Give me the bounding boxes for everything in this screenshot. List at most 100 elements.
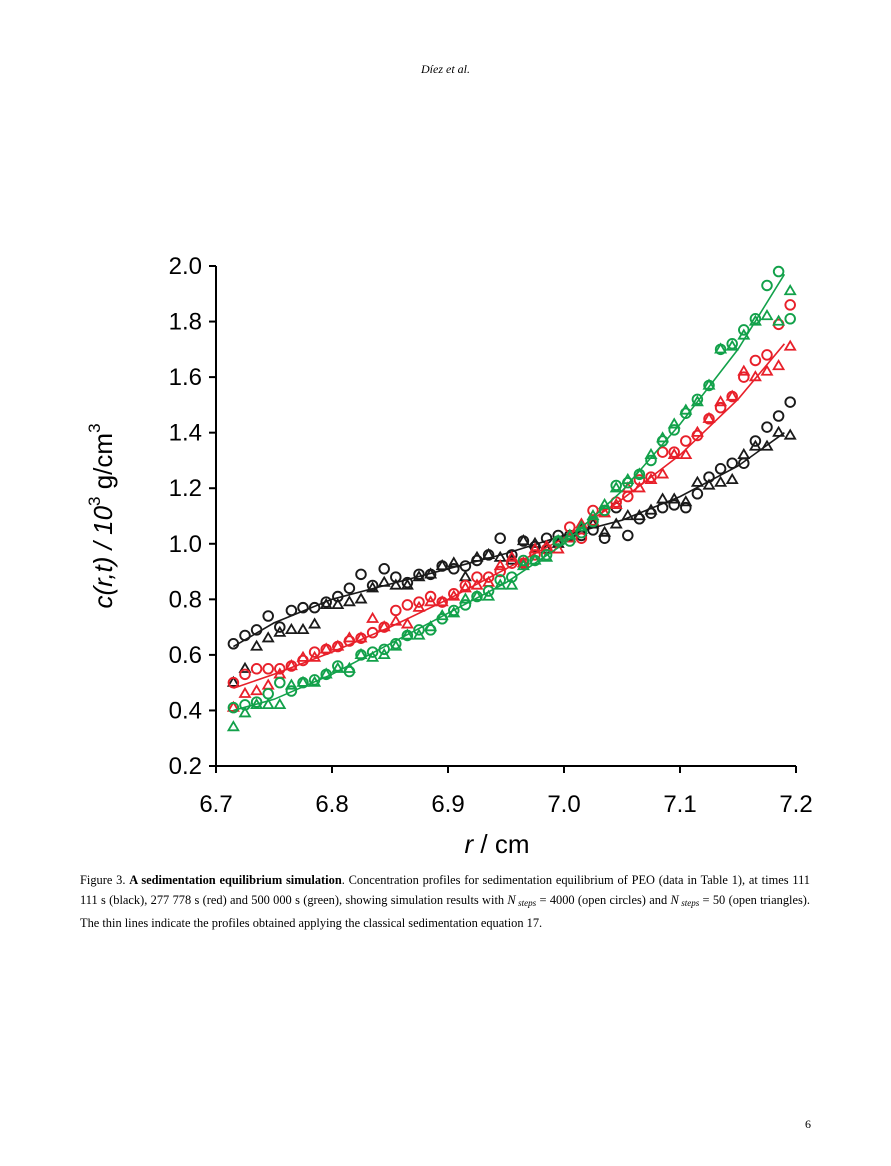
triangle-point [458, 581, 472, 593]
circle-point [250, 624, 263, 636]
triangle-point [412, 570, 426, 582]
circle-point [668, 499, 680, 511]
circle-point [517, 535, 530, 547]
circle-point [656, 501, 669, 514]
circle-point [703, 471, 715, 483]
triangle-point [505, 578, 519, 590]
triangle-point [598, 506, 612, 518]
triangle-point [389, 578, 403, 590]
circle-point [506, 549, 518, 561]
triangle-point [447, 556, 461, 568]
triangle-point [331, 661, 345, 673]
y-tick-label: 1.6 [169, 364, 202, 391]
circle-point [285, 685, 298, 697]
circle-point [401, 629, 414, 642]
x-axis-label: r / cm [464, 829, 529, 859]
circle-point [587, 504, 599, 517]
circle-point [703, 379, 715, 392]
triangle-point [702, 478, 716, 490]
triangle-point [644, 447, 658, 460]
triangle-point [760, 309, 774, 321]
circle-point [471, 554, 483, 567]
circle-point [656, 446, 669, 458]
circle-point [274, 621, 286, 633]
circle-point [378, 643, 390, 656]
page-number: 6 [805, 1117, 811, 1131]
y-tick-label: 1.8 [169, 309, 202, 336]
circle-point [343, 665, 356, 678]
triangle-point [296, 622, 310, 635]
y-tick-label: 0.4 [169, 697, 202, 724]
circle-point [297, 654, 309, 667]
triangle-point [725, 339, 739, 351]
triangle-point [354, 631, 368, 643]
circle-point [598, 504, 611, 517]
triangle-point [667, 417, 681, 429]
triangle-point [435, 595, 449, 607]
circle-point [332, 640, 344, 653]
triangle-point [435, 559, 449, 571]
circle-point [506, 571, 518, 583]
triangle-point [632, 467, 646, 479]
circle-point [227, 701, 240, 714]
circle-point [413, 596, 425, 608]
triangle-point [783, 428, 797, 440]
circle-point [482, 549, 495, 561]
triangle-point [284, 678, 298, 690]
circle-point [738, 457, 750, 469]
y-tick-label: 2.0 [169, 253, 202, 280]
circle-point [714, 343, 727, 356]
circle-point [448, 563, 460, 575]
circle-point [761, 349, 773, 361]
circle-point [343, 582, 356, 594]
triangle-point [261, 631, 275, 643]
triangle-point [551, 542, 565, 554]
triangle-point [296, 675, 310, 687]
circle-point [610, 479, 622, 492]
circle-point [401, 576, 414, 589]
circle-point [424, 624, 437, 636]
triangle-point [679, 495, 693, 507]
triangle-point [366, 581, 380, 593]
triangle-point [308, 675, 322, 687]
circle-point [262, 688, 274, 700]
triangle-point [389, 614, 403, 626]
x-tick-label: 6.7 [199, 791, 232, 818]
triangle-point [783, 284, 797, 296]
circle-point [436, 560, 448, 572]
triangle-point [528, 553, 542, 565]
circle-point [691, 429, 704, 442]
triangle-point [238, 686, 252, 698]
triangle-point [226, 675, 240, 687]
circle-point [633, 468, 646, 481]
triangle-point [470, 578, 484, 590]
x-tick-label: 6.8 [315, 791, 348, 818]
triangle-point [737, 364, 751, 376]
circle-point [726, 338, 738, 350]
triangle-point [551, 534, 565, 546]
circle-point [320, 643, 332, 656]
triangle-point [540, 550, 554, 562]
circle-point [227, 676, 240, 689]
triangle-point [679, 447, 693, 460]
circle-point [285, 604, 298, 617]
circle-point [784, 313, 796, 325]
triangle-point [354, 647, 368, 660]
triangle-point [725, 472, 739, 485]
circle-point [680, 435, 692, 447]
triangle-point [342, 595, 356, 607]
circle-point [274, 676, 286, 689]
circle-point [308, 601, 321, 614]
circle-point [448, 588, 460, 600]
circle-point [355, 568, 367, 581]
circle-point [482, 571, 495, 583]
triangle-point [714, 342, 728, 354]
series-0 [226, 396, 797, 687]
circle-point [749, 313, 762, 325]
circle-point [668, 446, 680, 458]
triangle-point [424, 567, 438, 579]
circle-point [738, 371, 750, 383]
circle-point [680, 501, 692, 514]
figure-title: A sedimentation equilibrium simulation [129, 873, 342, 887]
triangle-point [447, 589, 461, 601]
